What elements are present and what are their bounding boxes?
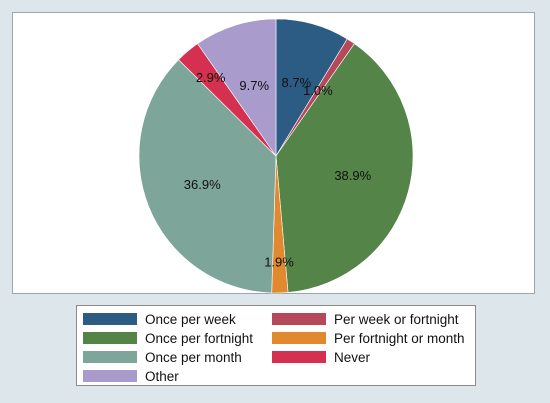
legend-swatch <box>272 313 326 325</box>
slice-label-once-per-week: 8.7% <box>282 75 312 90</box>
legend-item-per-week-or-fortnight: Per week or fortnight <box>272 311 459 327</box>
plot-area: 8.7% 1.0% 38.9% 1.9% 36.9% 2.9% 9.7% <box>12 12 535 294</box>
pie-chart: 8.7%1.0% 38.9% 1.9% 36.9% 2.9% 9.7% <box>138 18 414 294</box>
slice-label-once-per-fortnight: 38.9% <box>334 168 371 183</box>
legend-item-per-fortnight-or-month: Per fortnight or month <box>272 330 465 346</box>
pie-slice-once-per-fortnight <box>275 43 414 293</box>
slice-label-once-per-month: 36.9% <box>184 177 221 192</box>
legend-swatch <box>83 370 137 382</box>
legend: Once per week Per week or fortnight Once p… <box>76 305 476 386</box>
pie-slice-other <box>197 18 277 157</box>
legend-swatch <box>272 351 326 363</box>
legend-label: Other <box>145 368 179 384</box>
legend-item-once-per-fortnight: Once per fortnight <box>83 330 253 346</box>
legend-swatch <box>83 313 137 325</box>
legend-swatch <box>83 332 137 344</box>
legend-label: Once per fortnight <box>145 330 254 346</box>
legend-item-other: Other <box>83 368 179 384</box>
legend-item-never: Never <box>272 349 370 365</box>
legend-label: Never <box>334 349 371 365</box>
slice-label-per-week-or-fortnight: 1.0% <box>303 83 333 98</box>
slice-label-never: 2.9% <box>196 70 226 85</box>
slice-label-other: 9.7% <box>239 78 269 93</box>
legend-label: Per week or fortnight <box>334 311 459 327</box>
pie-slice-once-per-month <box>138 59 277 294</box>
legend-label: Once per month <box>145 349 242 365</box>
legend-item-once-per-week: Once per week <box>83 311 236 327</box>
legend-swatch <box>272 332 326 344</box>
slice-label-per-fortnight-or-month: 1.9% <box>264 254 294 269</box>
legend-label: Per fortnight or month <box>334 330 465 346</box>
legend-swatch <box>83 351 137 363</box>
legend-label: Once per week <box>145 311 236 327</box>
legend-item-once-per-month: Once per month <box>83 349 242 365</box>
